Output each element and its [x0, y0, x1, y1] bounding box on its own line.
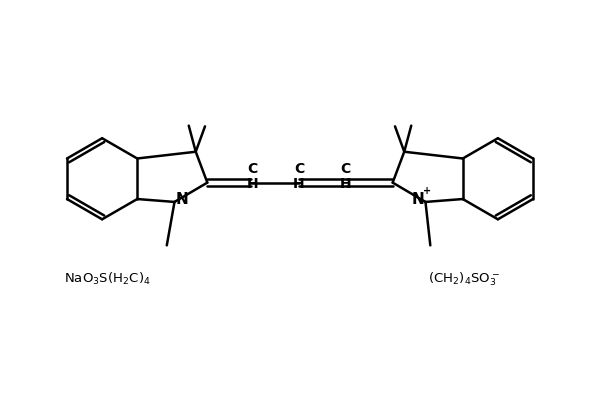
- Text: (CH$_2$)$_4$SO$_3^-$: (CH$_2$)$_4$SO$_3^-$: [428, 270, 500, 288]
- Text: C: C: [248, 162, 258, 176]
- Text: N: N: [412, 192, 424, 206]
- Text: C: C: [294, 162, 304, 176]
- Text: C: C: [340, 162, 350, 176]
- Text: H: H: [340, 176, 351, 190]
- Text: H: H: [247, 176, 259, 190]
- Text: +: +: [424, 186, 431, 196]
- Text: H: H: [293, 176, 305, 190]
- Text: N: N: [176, 192, 188, 206]
- Text: NaO$_3$S(H$_2$C)$_4$: NaO$_3$S(H$_2$C)$_4$: [64, 271, 150, 287]
